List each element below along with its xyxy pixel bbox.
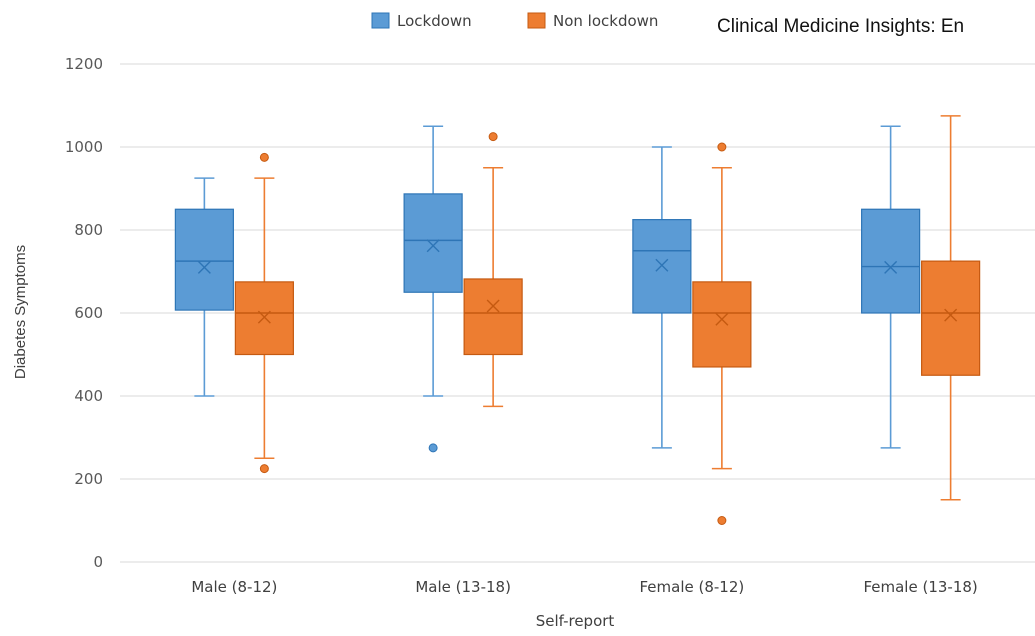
- box-non-lockdown: [463, 132, 523, 408]
- legend-swatch-non-lockdown: [527, 12, 546, 29]
- x-category-label: Male (13-18): [415, 578, 511, 596]
- box-lockdown: [632, 146, 692, 449]
- box-non-lockdown: [234, 152, 294, 474]
- y-tick-label: 400: [74, 387, 103, 405]
- outlier-point: [717, 516, 727, 525]
- outlier-point: [259, 464, 269, 474]
- y-tick-label: 1200: [65, 55, 103, 73]
- outlier-point: [488, 132, 498, 142]
- outlier-point: [428, 443, 438, 453]
- box-lockdown: [403, 125, 463, 453]
- legend-swatch-lockdown: [371, 12, 390, 29]
- legend-label-non-lockdown: Non lockdown: [553, 12, 658, 30]
- iqr-box: [861, 208, 921, 314]
- outlier-point: [717, 142, 727, 152]
- legend-label-lockdown: Lockdown: [397, 12, 472, 30]
- iqr-box: [921, 260, 981, 376]
- legend: Lockdown Non lockdown: [371, 12, 658, 30]
- y-tick-label: 600: [74, 304, 103, 322]
- iqr-box: [234, 281, 294, 356]
- mean-marker: [884, 260, 898, 274]
- mean-marker: [944, 308, 958, 322]
- x-category-label: Female (8-12): [639, 578, 744, 596]
- box-non-lockdown: [692, 142, 752, 525]
- iqr-box: [632, 219, 692, 314]
- journal-header: Clinical Medicine Insights: En: [717, 16, 964, 37]
- x-category-label: Male (8-12): [191, 578, 277, 596]
- y-axis-title: Diabetes Symptoms: [12, 245, 29, 379]
- mean-marker: [486, 299, 500, 313]
- box-non-lockdown: [921, 115, 981, 501]
- mean-marker: [655, 258, 669, 272]
- mean-marker: [715, 312, 729, 326]
- mean-marker: [257, 310, 271, 324]
- y-axis-ticks: 0 200 400 600 800 1000 1200: [65, 55, 103, 571]
- y-tick-label: 0: [93, 553, 103, 571]
- iqr-box: [403, 193, 463, 293]
- box-lockdown: [861, 125, 921, 449]
- x-category-label: Female (13-18): [863, 578, 977, 596]
- boxes: [174, 115, 981, 525]
- x-axis-categories: Male (8-12) Male (13-18) Female (8-12) Fema…: [191, 578, 977, 596]
- iqr-box: [174, 208, 234, 311]
- mean-marker: [197, 260, 211, 274]
- iqr-box: [692, 281, 752, 368]
- box-lockdown: [174, 177, 234, 397]
- mean-marker: [426, 239, 440, 253]
- y-tick-label: 800: [74, 221, 103, 239]
- y-tick-label: 200: [74, 470, 103, 488]
- x-axis-title: Self-report: [536, 612, 615, 630]
- y-tick-label: 1000: [65, 138, 103, 156]
- iqr-box: [463, 278, 523, 356]
- outlier-point: [259, 152, 269, 162]
